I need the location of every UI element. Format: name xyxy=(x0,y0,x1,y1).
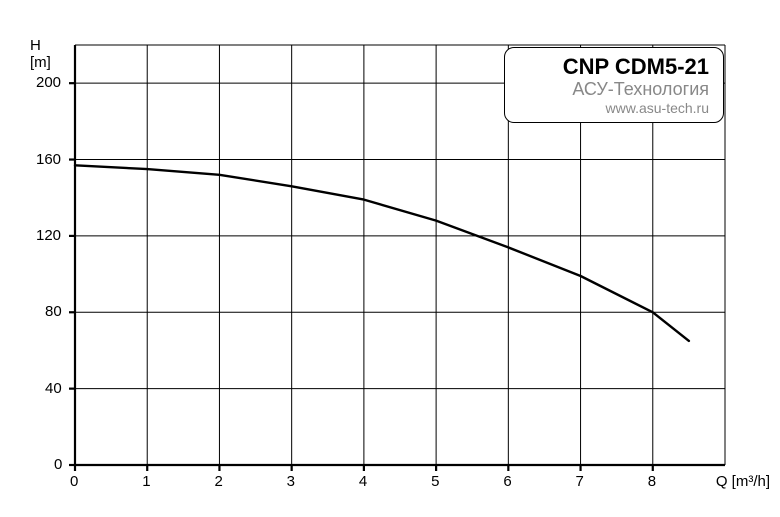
y-tick-label: 80 xyxy=(45,303,62,320)
x-tick-label: 3 xyxy=(287,473,295,490)
company-url: www.asu-tech.ru xyxy=(519,100,709,116)
x-tick-label: 2 xyxy=(214,473,222,490)
x-axis-label: Q [m³/h] xyxy=(716,473,770,490)
x-tick-label: 6 xyxy=(503,473,511,490)
y-tick-label: 160 xyxy=(36,151,61,168)
y-axis-label-line1: H xyxy=(30,38,51,55)
y-axis-label: H [m] xyxy=(30,38,51,71)
y-tick-label: 120 xyxy=(36,227,61,244)
company-name: АСУ-Технология xyxy=(519,79,709,100)
x-tick-label: 8 xyxy=(648,473,656,490)
pump-curve-chart: CNP CDM5-21 АСУ-Технология www.asu-tech.… xyxy=(0,0,780,517)
y-axis-label-line2: [m] xyxy=(30,55,51,72)
y-tick-label: 0 xyxy=(54,456,62,473)
product-title: CNP CDM5-21 xyxy=(519,54,709,79)
title-box: CNP CDM5-21 АСУ-Технология www.asu-tech.… xyxy=(504,47,724,123)
x-tick-label: 7 xyxy=(576,473,584,490)
x-tick-label: 4 xyxy=(359,473,367,490)
x-tick-label: 1 xyxy=(142,473,150,490)
x-tick-label: 0 xyxy=(70,473,78,490)
y-tick-label: 40 xyxy=(45,380,62,397)
x-tick-label: 5 xyxy=(431,473,439,490)
y-tick-label: 200 xyxy=(36,74,61,91)
